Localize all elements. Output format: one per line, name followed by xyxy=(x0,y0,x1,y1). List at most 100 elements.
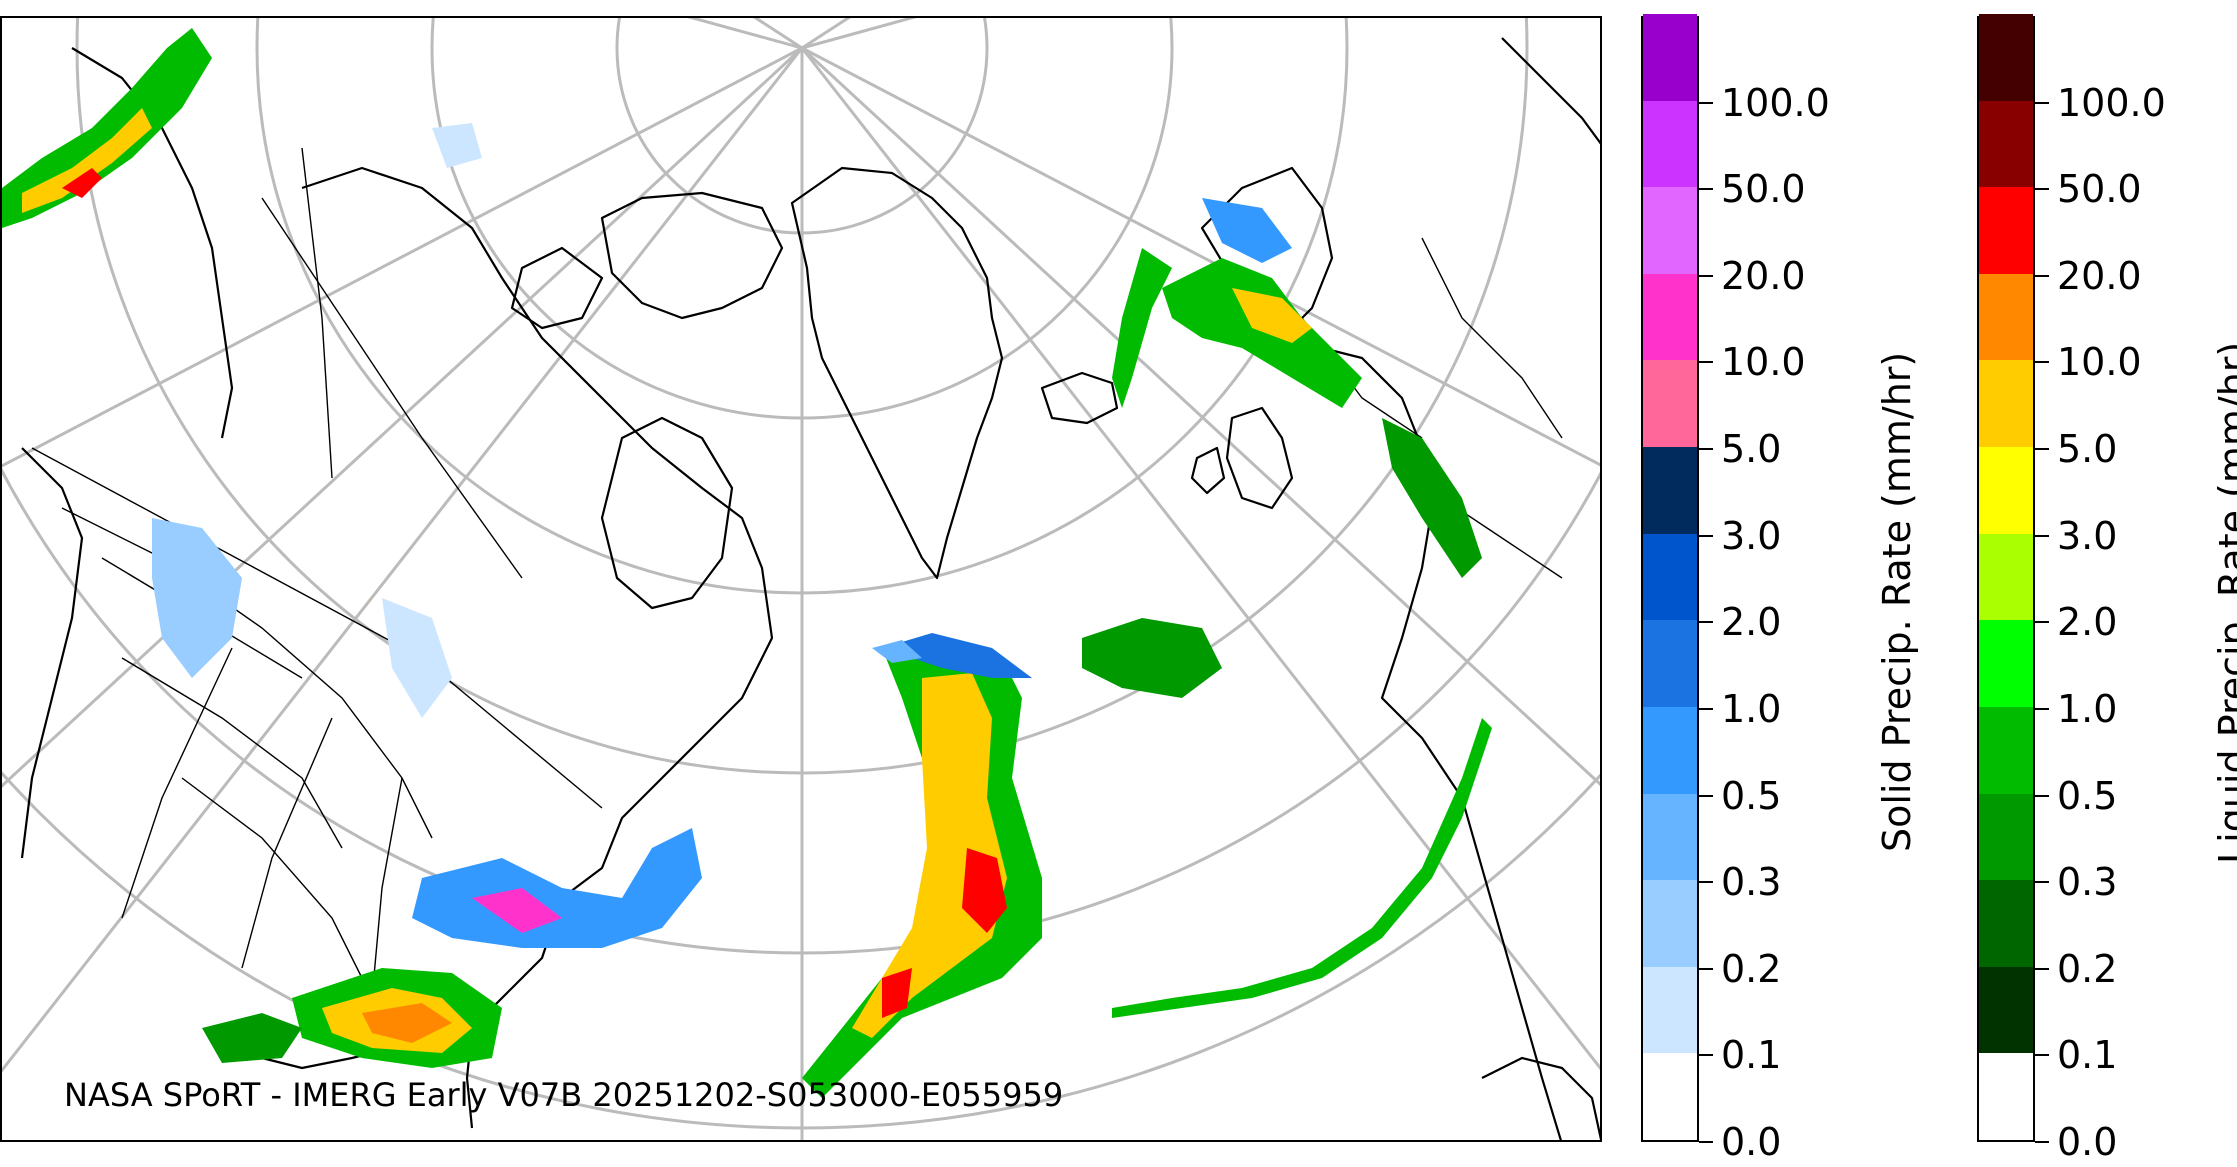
liquid-precip-color-segment xyxy=(1979,186,2033,274)
meridian xyxy=(2,46,804,788)
ireland-coast xyxy=(1190,446,1226,495)
solid-precip-color-segment xyxy=(1643,100,1697,188)
solid-precip-color-segment xyxy=(1643,273,1697,361)
liquid-precip-tick-label: 0.5 xyxy=(2057,773,2118,818)
liquid-precip-tick-label: 0.1 xyxy=(2057,1033,2118,1078)
solid-precip-color-segment xyxy=(1643,793,1697,881)
precipitation-map: NASA SPoRT - IMERG Early V07B 20251202-S… xyxy=(0,16,1602,1142)
solid-precip-area xyxy=(432,123,482,168)
solid-precip-tick-mark xyxy=(1699,534,1713,537)
liquid-precip-colorbar-title: Liquid Precip. Rate (mm/hr) xyxy=(2211,341,2237,864)
solid-precip-tick-mark xyxy=(1699,1054,1713,1057)
solid-precip-tick-mark xyxy=(1699,101,1713,104)
liquid-precip-area xyxy=(22,108,152,213)
liquid-precip-color-segment xyxy=(1979,879,2033,967)
iceland-coast xyxy=(1040,371,1119,425)
hudson-bay-coast xyxy=(600,416,734,610)
west-coast xyxy=(20,447,84,859)
liquid-precip-tick-mark xyxy=(2035,274,2049,277)
solid-precip-tick-mark xyxy=(1699,448,1713,451)
canada-coast xyxy=(301,166,774,919)
liquid-precip-tick-label: 20.0 xyxy=(2057,253,2142,298)
solid-precip-colorbar xyxy=(1641,13,1699,1142)
meridian xyxy=(2,47,804,1073)
coastlines xyxy=(20,37,1600,1140)
solid-precip-tick-label: 2.0 xyxy=(1721,600,1782,645)
meridian xyxy=(800,47,1600,1071)
liquid-precip-tick-label: 100.0 xyxy=(2057,80,2166,125)
liquid-precip-area xyxy=(962,848,1007,933)
liquid-precip-area xyxy=(1112,248,1172,408)
meridian xyxy=(801,18,917,50)
state-boundary xyxy=(181,777,363,979)
solid-precip-color-segment xyxy=(1643,879,1697,967)
solid-precip-tick-label: 0.5 xyxy=(1721,773,1782,818)
liquid-precip-tick-label: 3.0 xyxy=(2057,513,2118,558)
solid-precip-tick-mark xyxy=(1699,188,1713,191)
liquid-precip-color-segment xyxy=(1979,13,2033,101)
liquid-precip-area xyxy=(1162,258,1362,408)
liquid-precip-tick-label: 0.0 xyxy=(2057,1120,2118,1164)
liquid-precip-area xyxy=(1232,288,1312,343)
liquid-precip-area xyxy=(882,968,912,1018)
data-source-credit: NASA SPoRT - IMERG Early V07B 20251202-S… xyxy=(64,1076,1064,1114)
arctic-islands-coast xyxy=(600,191,784,320)
meridian xyxy=(687,18,803,50)
liquid-precip-tick-mark xyxy=(2035,967,2049,970)
arctic-islands-coast xyxy=(510,246,604,330)
liquid-precip-area xyxy=(62,168,102,198)
solid-precip-tick-mark xyxy=(1699,621,1713,624)
solid-precip-tick-label: 3.0 xyxy=(1721,513,1782,558)
liquid-precip-color-segment xyxy=(1979,273,2033,361)
liquid-precip-tick-mark xyxy=(2035,361,2049,364)
solid-precip-tick-mark xyxy=(1699,361,1713,364)
province-boundary xyxy=(301,147,333,479)
liquid-precip-tick-label: 0.2 xyxy=(2057,946,2118,991)
solid-precip-tick-label: 5.0 xyxy=(1721,427,1782,472)
solid-precip-tick-mark xyxy=(1699,274,1713,277)
liquid-precip-color-segment xyxy=(1979,619,2033,707)
solid-precip-tick-mark xyxy=(1699,707,1713,710)
meridian xyxy=(2,46,803,468)
liquid-precip-tick-mark xyxy=(2035,707,2049,710)
liquid-precip-color-segment xyxy=(1979,100,2033,188)
solid-precip-tick-mark xyxy=(1699,881,1713,884)
solid-precip-area xyxy=(872,640,922,663)
solid-precip-tick-label: 0.2 xyxy=(1721,946,1782,991)
solid-precip-tick-label: 0.3 xyxy=(1721,860,1782,905)
solid-precip-colorbar-title: Solid Precip. Rate (mm/hr) xyxy=(1875,351,1919,852)
map-graphic xyxy=(2,18,1600,1140)
liquid-precip-area xyxy=(1382,418,1482,578)
liquid-precip-area xyxy=(1112,718,1492,1018)
liquid-precip-color-segment xyxy=(1979,966,2033,1054)
liquid-precip-area xyxy=(852,673,1007,1038)
meridian xyxy=(753,18,803,50)
liquid-precip-color-segment xyxy=(1979,1052,2033,1140)
liquid-precip-tick-label: 0.3 xyxy=(2057,860,2118,905)
solid-precip-color-segment xyxy=(1643,13,1697,101)
solid-precip-area xyxy=(1202,198,1292,263)
country-boundary xyxy=(1421,237,1563,439)
liquid-precip-color-segment xyxy=(1979,533,2033,621)
greenland-coast xyxy=(790,166,1004,580)
liquid-precip-tick-label: 2.0 xyxy=(2057,600,2118,645)
liquid-precip-tick-label: 10.0 xyxy=(2057,340,2142,385)
political-boundaries xyxy=(31,147,1563,999)
solid-precip-color-segment xyxy=(1643,619,1697,707)
liquid-precip-area xyxy=(362,1003,452,1043)
solid-precip-tick-label: 0.0 xyxy=(1721,1120,1782,1164)
solid-precip-area xyxy=(412,828,702,948)
meridian xyxy=(800,46,1600,786)
liquid-precip-tick-mark xyxy=(2035,621,2049,624)
solid-precip-tick-mark xyxy=(1699,1141,1713,1143)
liquid-precip-tick-mark xyxy=(2035,448,2049,451)
solid-precip-tick-label: 1.0 xyxy=(1721,686,1782,731)
liquid-precip-tick-mark xyxy=(2035,881,2049,884)
state-boundary xyxy=(371,777,403,999)
solid-precip-tick-mark xyxy=(1699,967,1713,970)
solid-precip-area xyxy=(152,518,242,678)
liquid-precip-tick-mark xyxy=(2035,188,2049,191)
solid-precip-tick-label: 100.0 xyxy=(1721,80,1830,125)
alaska-coast xyxy=(71,47,234,439)
graticule xyxy=(2,18,1600,1140)
